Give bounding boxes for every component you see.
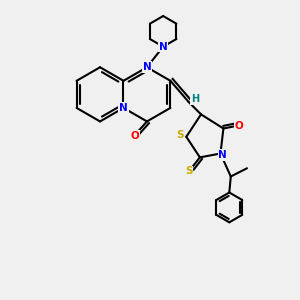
Text: S: S [176,130,184,140]
Text: H: H [191,94,199,104]
Text: N: N [159,42,167,52]
Text: N: N [142,62,151,72]
Text: N: N [119,103,128,113]
Text: N: N [218,150,227,160]
Text: O: O [130,130,139,141]
Text: S: S [185,167,192,176]
Text: O: O [234,121,243,131]
